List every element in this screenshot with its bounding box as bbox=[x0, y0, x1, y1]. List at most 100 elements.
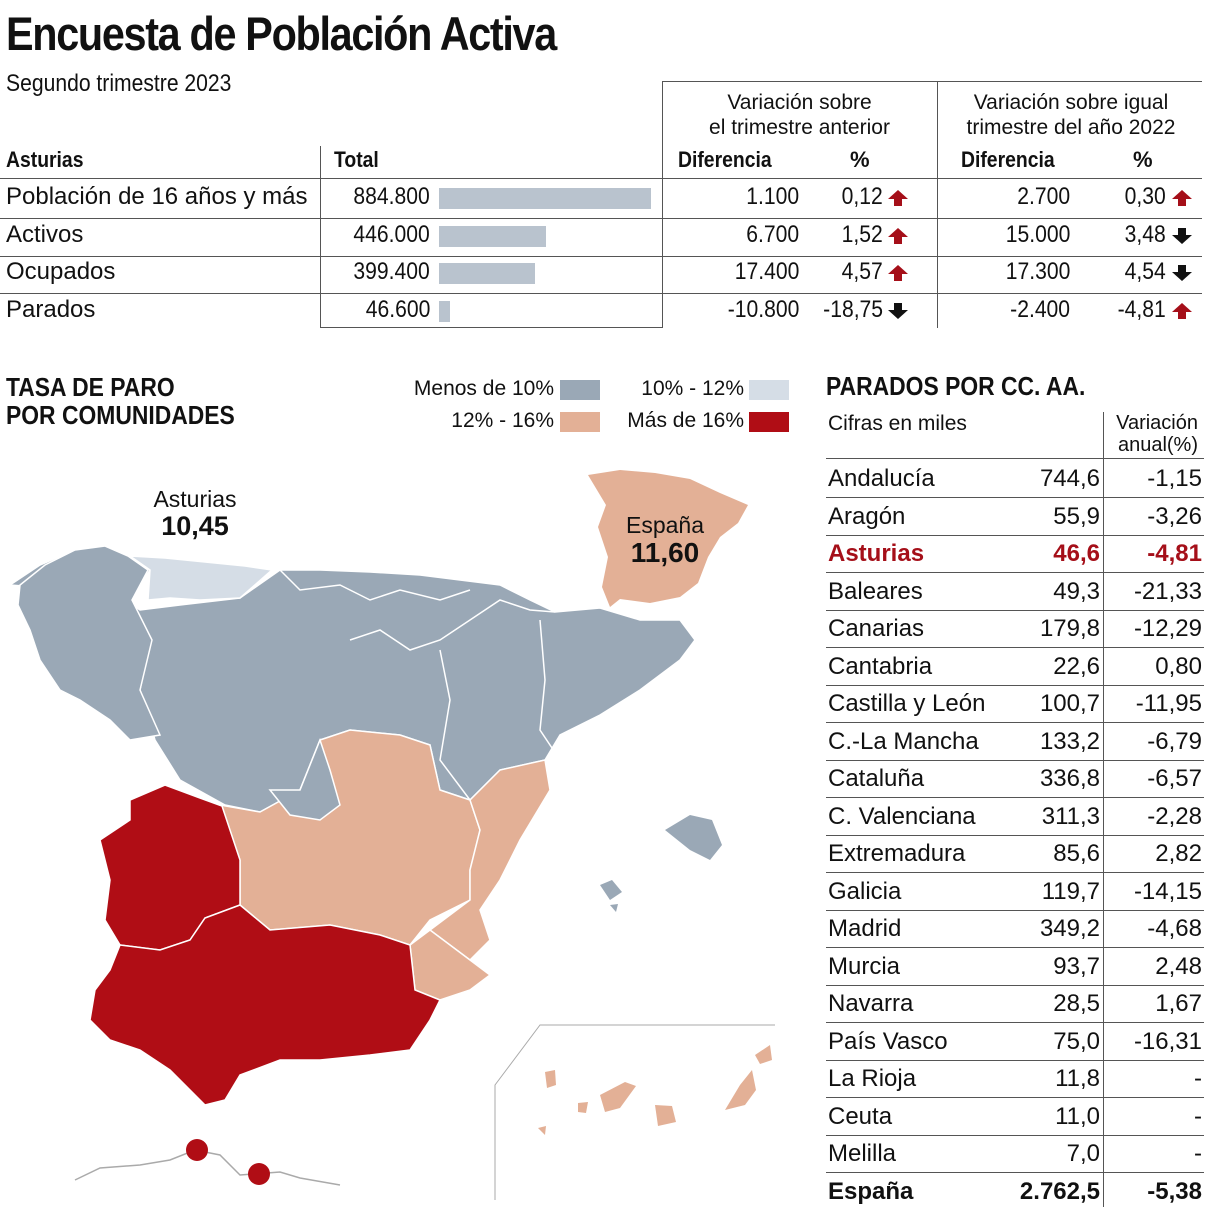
region-row: País Vasco 75,0 -16,31 bbox=[826, 1024, 1204, 1061]
region-name: Cataluña bbox=[828, 765, 925, 792]
region-variation: 1,67 bbox=[1155, 990, 1202, 1017]
group2-header: Variación sobre igual trimestre del año 2… bbox=[966, 91, 1176, 139]
region-variation: - bbox=[1194, 1140, 1202, 1167]
row-rule bbox=[826, 1060, 1204, 1061]
row-label: Parados bbox=[6, 296, 96, 323]
row-rule bbox=[826, 685, 1204, 686]
region-value: 46,6 bbox=[1053, 540, 1100, 567]
region-value: 336,8 bbox=[1039, 765, 1100, 792]
region-value: 93,7 bbox=[1053, 953, 1100, 980]
row-rule bbox=[826, 647, 1204, 648]
region-row: Cantabria 22,6 0,80 bbox=[826, 649, 1204, 686]
page-subtitle: Segundo trimestre 2023 bbox=[6, 70, 232, 97]
table-bottom-rule bbox=[320, 327, 663, 328]
region-madrid bbox=[268, 737, 341, 821]
region-value: 7,0 bbox=[1066, 1140, 1100, 1167]
region-value: 85,6 bbox=[1053, 840, 1100, 867]
region-variation: -4,68 bbox=[1147, 915, 1202, 942]
region-variation: -2,28 bbox=[1147, 803, 1202, 830]
row-pct-year: 0,30 bbox=[1124, 183, 1166, 210]
regions-table-subtitle: Cifras en miles bbox=[828, 412, 967, 435]
row-rule bbox=[826, 1135, 1204, 1136]
arrow-up-icon bbox=[1172, 303, 1192, 319]
regions-header-rule bbox=[826, 458, 1204, 459]
row-pct-year: 4,54 bbox=[1124, 258, 1166, 285]
region-valencia bbox=[428, 759, 551, 961]
total-bar bbox=[439, 188, 651, 209]
arrow-down-icon bbox=[888, 303, 908, 319]
row-total: 399.400 bbox=[353, 258, 430, 285]
region-name: Extremadura bbox=[828, 840, 966, 867]
row-diff-quarter: 1.100 bbox=[746, 183, 799, 210]
region-variation: -16,31 bbox=[1133, 1028, 1202, 1055]
region-asturias bbox=[127, 555, 274, 601]
map-asturias-callout: Asturias 10,45 bbox=[153, 486, 237, 541]
region-name: Aragón bbox=[828, 503, 906, 530]
region-value: 311,3 bbox=[1041, 803, 1100, 830]
region-name: C.-La Mancha bbox=[828, 728, 979, 755]
row-rule bbox=[826, 872, 1204, 873]
region-variation: -11,95 bbox=[1135, 690, 1202, 717]
region-variation: -14,15 bbox=[1133, 878, 1202, 905]
region-name: Canarias bbox=[828, 615, 925, 642]
region-canarias bbox=[538, 1045, 772, 1135]
row-rule bbox=[826, 497, 1204, 498]
region-variation: -5,38 bbox=[1147, 1178, 1202, 1205]
legend-mid-label: 10% - 12% bbox=[641, 377, 744, 400]
region-name: Murcia bbox=[828, 953, 901, 980]
row-pct-quarter: 0,12 bbox=[841, 183, 883, 210]
row-rule bbox=[826, 910, 1204, 911]
row-rule bbox=[826, 1022, 1204, 1023]
row-rule bbox=[826, 572, 1204, 573]
region-value: 133,2 bbox=[1039, 728, 1100, 755]
region-variation: -12,29 bbox=[1133, 615, 1202, 642]
region-variation: -6,79 bbox=[1147, 728, 1202, 755]
group1-header: Variación sobre el trimestre anterior bbox=[709, 91, 890, 139]
variation-header: Variación anual(%) bbox=[1116, 412, 1198, 456]
diff1-header: Diferencia bbox=[678, 147, 772, 172]
spain-unemployment-map bbox=[7, 545, 775, 1200]
region-row: Extremadura 85,6 2,82 bbox=[826, 836, 1204, 873]
region-name: Andalucía bbox=[828, 465, 935, 492]
region-name: Galicia bbox=[828, 878, 902, 905]
region-name: España bbox=[828, 1178, 914, 1205]
row-rule bbox=[826, 797, 1204, 798]
row-rule bbox=[826, 947, 1204, 948]
row-label: Población de 16 años y más bbox=[6, 183, 308, 210]
row-diff-year: 15.000 bbox=[1005, 221, 1070, 248]
region-row: Ceuta 11,0 - bbox=[826, 1099, 1204, 1136]
region-name: Baleares bbox=[828, 578, 923, 605]
arrow-up-icon bbox=[888, 265, 908, 281]
row-label: Activos bbox=[6, 221, 84, 248]
arrow-down-icon bbox=[1172, 228, 1192, 244]
arrow-up-icon bbox=[888, 190, 908, 206]
region-row: Madrid 349,2 -4,68 bbox=[826, 911, 1204, 948]
regions-value-divider bbox=[1103, 412, 1104, 1207]
row-total: 446.000 bbox=[353, 221, 430, 248]
region-name: Asturias bbox=[828, 540, 925, 567]
region-variation: 2,82 bbox=[1155, 840, 1202, 867]
diff2-header: Diferencia bbox=[961, 147, 1055, 172]
region-variation: -6,57 bbox=[1147, 765, 1202, 792]
total-bar bbox=[439, 226, 546, 247]
row-diff-year: 2.700 bbox=[1017, 183, 1070, 210]
region-value: 11,0 bbox=[1055, 1103, 1100, 1130]
legend-low-swatch bbox=[560, 380, 600, 400]
row-rule bbox=[826, 760, 1204, 761]
melilla-marker bbox=[248, 1163, 270, 1185]
region-value: 179,8 bbox=[1039, 615, 1100, 642]
region-row: Melilla 7,0 - bbox=[826, 1136, 1204, 1173]
region-variation: -3,26 bbox=[1147, 503, 1202, 530]
row-diff-quarter: -10.800 bbox=[727, 296, 799, 323]
region-baleares bbox=[600, 815, 722, 912]
region-name: La Rioja bbox=[828, 1065, 917, 1092]
row-diff-year: 17.300 bbox=[1005, 258, 1070, 285]
spain-inset-map bbox=[588, 470, 748, 607]
region-value: 55,9 bbox=[1053, 503, 1100, 530]
region-name: País Vasco bbox=[828, 1028, 948, 1055]
region-value: 28,5 bbox=[1053, 990, 1100, 1017]
region-value: 22,6 bbox=[1053, 653, 1100, 680]
group1-left-divider bbox=[662, 81, 663, 328]
total-bar bbox=[439, 263, 535, 284]
region-row: Navarra 28,5 1,67 bbox=[826, 986, 1204, 1023]
